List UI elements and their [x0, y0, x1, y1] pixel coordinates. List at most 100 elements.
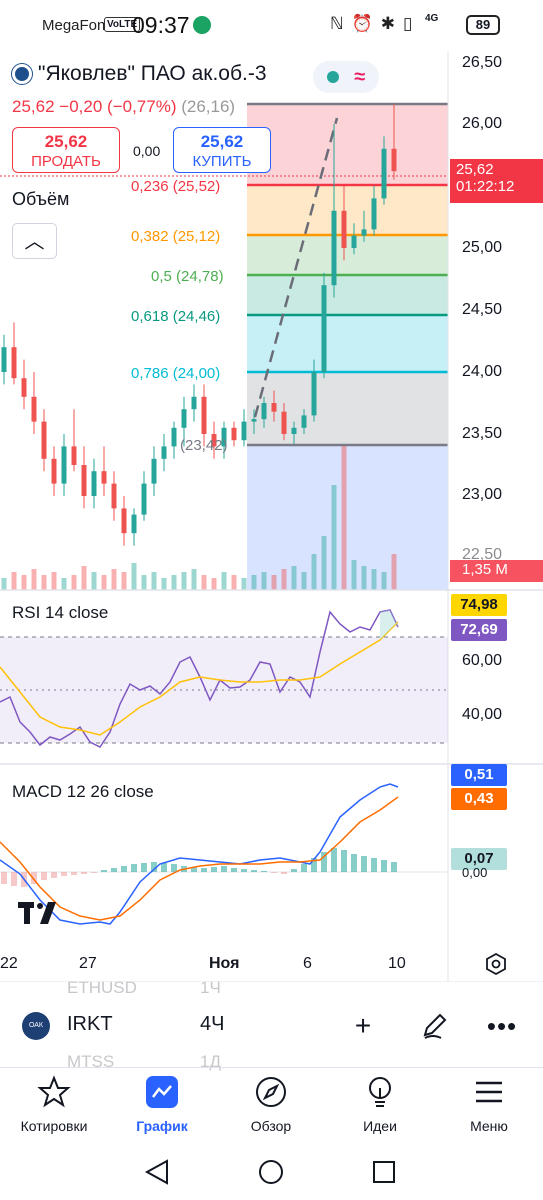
time-axis-label: 27	[79, 955, 97, 972]
volume-bar	[151, 572, 157, 590]
volume-bar	[81, 566, 87, 590]
sell-button[interactable]: 25,62 ПРОДАТЬ	[12, 127, 120, 173]
volume-indicator-label[interactable]: Объём	[12, 189, 70, 209]
macd-histogram-bar	[311, 858, 317, 872]
nav-overview[interactable]: Обзор	[217, 1075, 325, 1134]
candles	[1, 104, 397, 546]
quote-line: 25,62 −0,20 (−0,77%) (26,16)	[12, 97, 235, 117]
collapse-legend-button[interactable]: ︿	[12, 223, 57, 259]
nav-ideas[interactable]: Идеи	[326, 1075, 434, 1134]
drawing-tools-pen-icon[interactable]	[417, 1009, 451, 1043]
buy-button[interactable]: 25,62 КУПИТЬ	[173, 127, 271, 173]
candle-body	[361, 229, 367, 236]
macd-histogram-bar	[161, 863, 167, 872]
candle-body	[131, 514, 137, 534]
volume-bar	[121, 572, 127, 590]
candle-body	[1, 347, 7, 372]
status-icons: ℕ⏰✱▯	[330, 14, 421, 33]
chart-settings-icon[interactable]	[485, 953, 507, 975]
fib-lines	[247, 102, 448, 447]
candle-body	[171, 427, 177, 447]
price-tick: 22,50	[462, 546, 503, 563]
volume-bar	[111, 569, 117, 590]
volume-bar	[31, 569, 37, 590]
candle-body	[191, 396, 197, 410]
fib-label-1: (23,42)	[180, 437, 228, 454]
nav-chart[interactable]: График	[108, 1075, 216, 1134]
chevron-up-icon: ︿	[24, 231, 45, 253]
volume-bar	[241, 578, 247, 590]
symbol-logo: ОАК	[22, 1012, 50, 1040]
nav-chart-label: График	[136, 1118, 188, 1134]
volume-bar	[381, 572, 387, 590]
system-navigation-bar	[144, 1159, 395, 1185]
fib-label-0618: 0,618 (24,46)	[131, 308, 221, 325]
delayed-data-icon: ≈	[354, 65, 366, 88]
more-options-icon[interactable]: •••	[486, 1011, 518, 1041]
price-tick: 23,50	[462, 425, 503, 442]
add-indicator-plus-icon[interactable]: +	[354, 1010, 372, 1041]
current-price-box: 25,62 01:22:12	[450, 159, 543, 203]
rsi-label[interactable]: RSI 14 close	[12, 603, 109, 622]
candle-body	[141, 483, 147, 515]
nav-menu[interactable]: Меню	[435, 1075, 543, 1134]
volume-bar	[311, 554, 317, 590]
interval-selector[interactable]: 4Ч	[200, 1013, 225, 1035]
macd-histogram-bar	[331, 848, 337, 872]
symbol-selector[interactable]: IRKT	[67, 1013, 113, 1035]
market-open-dot-icon	[326, 71, 339, 83]
network-indicator: 4G	[425, 13, 439, 24]
candle-body	[81, 465, 87, 496]
volume-bar	[161, 578, 167, 590]
price-change: −0,20	[59, 97, 103, 116]
macd-pane	[0, 783, 448, 925]
macd-histogram-bar	[151, 862, 157, 872]
chart-icon	[146, 1076, 178, 1108]
macd-label[interactable]: MACD 12 26 close	[12, 782, 154, 801]
macd-histogram-bar	[381, 860, 387, 872]
macd-histogram-bar	[11, 872, 17, 886]
volume-bar	[251, 575, 257, 590]
sell-price: 25,62	[44, 132, 88, 151]
candle-body	[161, 446, 167, 459]
nav-quotes-label: Котировки	[20, 1118, 88, 1134]
rsi-tick: 60,00	[462, 652, 503, 669]
rsi-value-badge: 74,98	[451, 594, 507, 616]
volume-bar	[291, 566, 297, 590]
bottom-nav	[0, 1067, 543, 1145]
macd-histogram-bar	[281, 872, 287, 874]
fib-label-0786: 0,786 (24,00)	[131, 365, 221, 382]
carrier-name: MegaFon	[42, 17, 106, 34]
volume-bar	[21, 575, 27, 590]
candle-body	[331, 210, 337, 286]
time-axis-label: 10	[388, 955, 406, 972]
candle-body	[91, 471, 97, 496]
macd-signal-badge: 0,43	[451, 788, 507, 810]
candle-body	[291, 427, 297, 434]
chart-canvas[interactable]	[0, 52, 543, 982]
candle-body	[151, 458, 157, 484]
candle-body	[71, 446, 77, 465]
back-icon[interactable]	[144, 1159, 168, 1185]
market-status-pill[interactable]: ≈	[313, 61, 379, 93]
tradingview-logo-icon[interactable]	[18, 902, 62, 924]
macd-histogram-bar	[371, 858, 377, 872]
lightbulb-icon	[369, 1077, 391, 1107]
volume-value-box: 1,35 M	[450, 560, 543, 582]
volume-bar	[101, 575, 107, 590]
nav-ideas-label: Идеи	[363, 1118, 397, 1134]
compass-icon	[256, 1077, 286, 1107]
price-tick: 26,50	[462, 54, 503, 71]
recents-icon[interactable]	[373, 1161, 395, 1183]
home-icon[interactable]	[259, 1160, 283, 1184]
macd-value-badge: 0,51	[451, 764, 507, 786]
macd-histogram-bar	[351, 854, 357, 872]
nav-quotes[interactable]: Котировки	[0, 1075, 108, 1134]
volume-bar	[281, 569, 287, 590]
buy-label: КУПИТЬ	[192, 153, 252, 170]
ghost-next-symbol: MTSS	[67, 1052, 115, 1071]
macd-histogram-bar	[221, 866, 227, 872]
macd-histogram-bar	[261, 871, 267, 872]
instrument-title[interactable]: "Яковлев" ПАО ак.об.-3	[12, 62, 267, 86]
candle-body	[11, 347, 17, 379]
